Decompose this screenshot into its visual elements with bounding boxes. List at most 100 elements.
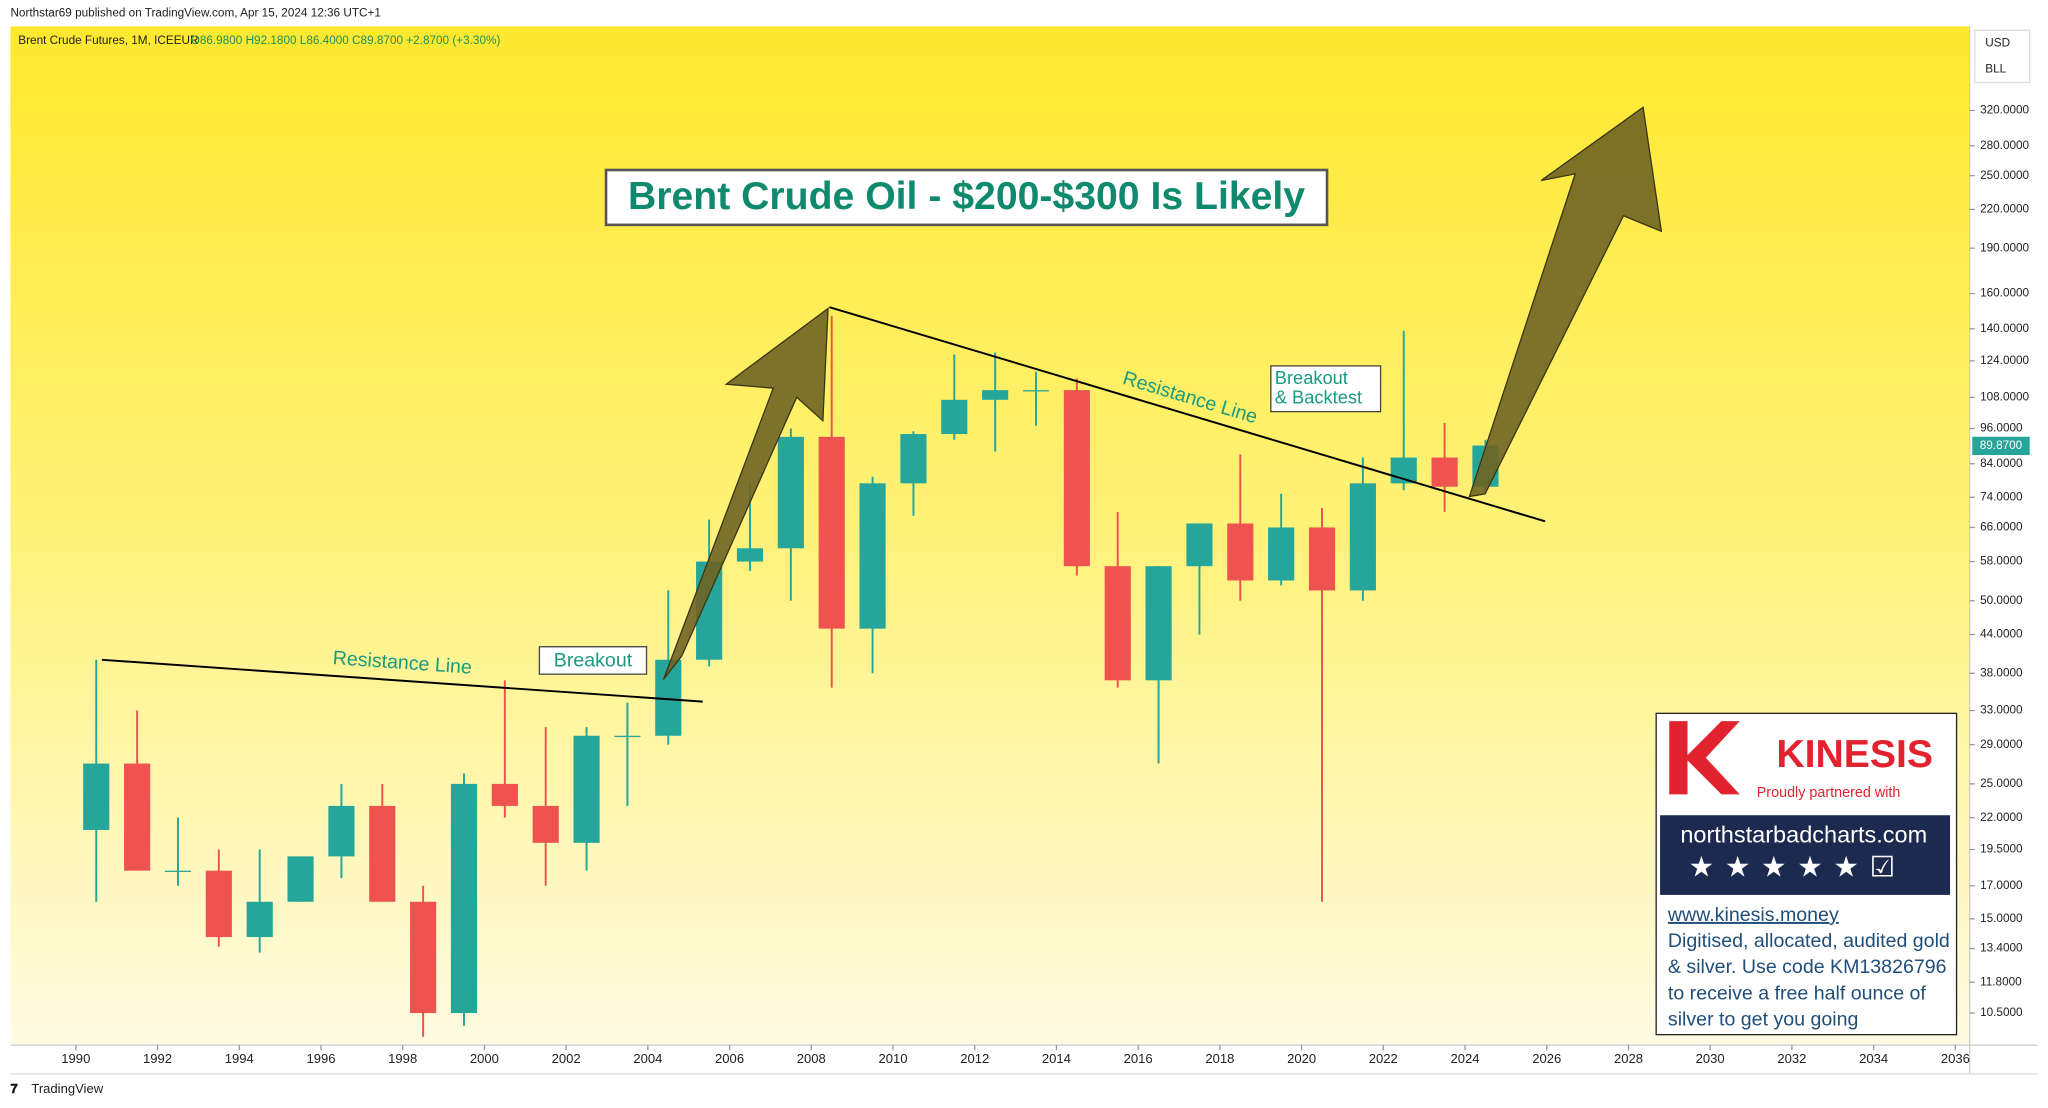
candle-body xyxy=(1063,390,1090,567)
annotation-box xyxy=(1270,365,1382,413)
ad-stars: ★★★★★☑ xyxy=(1689,851,1906,883)
candle-body xyxy=(941,399,968,435)
candle-body xyxy=(164,870,192,872)
ad-line: silver to get you going xyxy=(1668,1008,1858,1030)
x-tick-label: 1998 xyxy=(388,1051,417,1066)
y-tick-label: 19.5000 xyxy=(1980,843,2023,856)
candle-body xyxy=(900,434,927,484)
x-tick-label: 2014 xyxy=(1042,1051,1071,1066)
y-tick-label: 108.0000 xyxy=(1980,390,2029,403)
x-tick-label: 2006 xyxy=(715,1051,744,1066)
candle-body xyxy=(1104,566,1131,681)
title-box xyxy=(604,168,1329,227)
y-tick-label: 29.0000 xyxy=(1980,738,2023,751)
x-tick-label: 2026 xyxy=(1532,1051,1561,1066)
ad-line: to receive a free half ounce of xyxy=(1668,982,1926,1004)
x-tick-label: 2008 xyxy=(797,1051,826,1066)
footer: TradingView xyxy=(31,1081,103,1096)
x-tick-label: 2024 xyxy=(1451,1051,1480,1066)
y-tick-label: 74.0000 xyxy=(1980,490,2023,503)
candle-body xyxy=(777,436,804,549)
ad-logo xyxy=(1669,721,1740,795)
candle-body xyxy=(246,901,273,938)
chart-title: Brent Crude Oil - $200-$300 Is Likely xyxy=(628,175,1305,218)
x-tick-label: 2036 xyxy=(1941,1051,1970,1066)
y-tick-label: 160.0000 xyxy=(1980,287,2029,300)
y-tick-label: 44.0000 xyxy=(1980,628,2023,641)
y-tick-label: 280.0000 xyxy=(1980,139,2029,152)
y-tick-label: 140.0000 xyxy=(1980,322,2029,335)
x-tick-label: 2034 xyxy=(1859,1051,1888,1066)
candle-body xyxy=(491,783,518,806)
y-tick-label: 33.0000 xyxy=(1980,704,2023,717)
y-tick-label: 22.0000 xyxy=(1980,811,2023,824)
y-tick-label: 320.0000 xyxy=(1980,104,2029,117)
y-tick-label: 190.0000 xyxy=(1980,241,2029,254)
annotation-box xyxy=(538,646,648,675)
candle-body xyxy=(83,763,110,830)
x-tick-label: 1992 xyxy=(143,1051,172,1066)
candle-body xyxy=(369,805,396,902)
y-tick-label: 58.0000 xyxy=(1980,555,2023,568)
x-tick-label: 1996 xyxy=(306,1051,335,1066)
currency: USD xyxy=(1985,36,2010,49)
x-tick-label: 2028 xyxy=(1614,1051,1643,1066)
y-tick-label: 17.0000 xyxy=(1980,879,2023,892)
trend-line xyxy=(829,306,1546,523)
x-tick-label: 1990 xyxy=(61,1051,90,1066)
y-tick-label: 124.0000 xyxy=(1980,354,2029,367)
candle-body xyxy=(1308,527,1336,591)
candle-body xyxy=(736,548,764,562)
arrow xyxy=(662,307,829,680)
ad-site: northstarbadcharts.com xyxy=(1680,821,1927,847)
y-tick-label: 10.5000 xyxy=(1980,1006,2023,1019)
y-tick-label: 11.8000 xyxy=(1980,975,2022,988)
x-tick-label: 2002 xyxy=(552,1051,581,1066)
annotation: Breakout xyxy=(1275,367,1348,388)
currency-box[interactable] xyxy=(1974,29,2031,84)
ad-line: & silver. Use code KM13826796 xyxy=(1668,956,1947,978)
annotation: Breakout xyxy=(554,649,633,671)
candle-body xyxy=(124,763,151,871)
candle-body xyxy=(1227,523,1254,581)
ad-banner xyxy=(1660,815,1951,895)
candle-body xyxy=(287,856,314,902)
candle-body xyxy=(818,436,845,629)
candle-body xyxy=(410,901,437,1014)
x-tick-label: 2004 xyxy=(633,1051,662,1066)
y-tick-label: 250.0000 xyxy=(1980,169,2029,182)
candle-body xyxy=(1268,527,1295,581)
y-tick-label: 96.0000 xyxy=(1980,422,2023,435)
y-tick-label: 84.0000 xyxy=(1980,457,2023,470)
ad-line: Digitised, allocated, audited gold xyxy=(1668,930,1950,952)
x-tick-label: 2030 xyxy=(1696,1051,1725,1066)
last-price-label: 89.8700 xyxy=(1980,439,2023,452)
candle-body xyxy=(532,805,559,843)
candle-body xyxy=(1186,523,1213,567)
ad: KINESIS Proudly partnered with northstar… xyxy=(1655,712,1958,1036)
ad-brand: KINESIS xyxy=(1776,733,1933,776)
x-tick-label: 1994 xyxy=(225,1051,254,1066)
ad-tagline: Proudly partnered with xyxy=(1757,785,1901,801)
ad-url[interactable]: www.kinesis.money xyxy=(1667,904,1839,926)
y-tick-label: 220.0000 xyxy=(1980,203,2029,216)
last-price-box xyxy=(1972,436,2030,456)
y-tick-label: 15.0000 xyxy=(1980,912,2023,925)
candle-body xyxy=(205,870,232,938)
x-tick-label: 2032 xyxy=(1777,1051,1806,1066)
candle-body xyxy=(982,390,1009,400)
candle-body xyxy=(1022,390,1050,392)
legend-symbol: Brent Crude Futures, 1M, ICEEUR xyxy=(18,34,198,47)
candle-body xyxy=(328,805,355,857)
candle-body xyxy=(1431,457,1458,487)
x-tick-label: 2022 xyxy=(1369,1051,1398,1066)
x-tick-label: 2000 xyxy=(470,1051,499,1066)
candle-body xyxy=(614,735,641,738)
x-tick-label: 2020 xyxy=(1287,1051,1316,1066)
annotation: & Backtest xyxy=(1275,386,1362,407)
trend-line xyxy=(101,658,703,703)
x-tick-label: 2012 xyxy=(960,1051,989,1066)
y-tick-label: 50.0000 xyxy=(1980,594,2023,607)
y-tick-label: 13.4000 xyxy=(1980,942,2023,955)
candle-body xyxy=(1145,566,1172,681)
